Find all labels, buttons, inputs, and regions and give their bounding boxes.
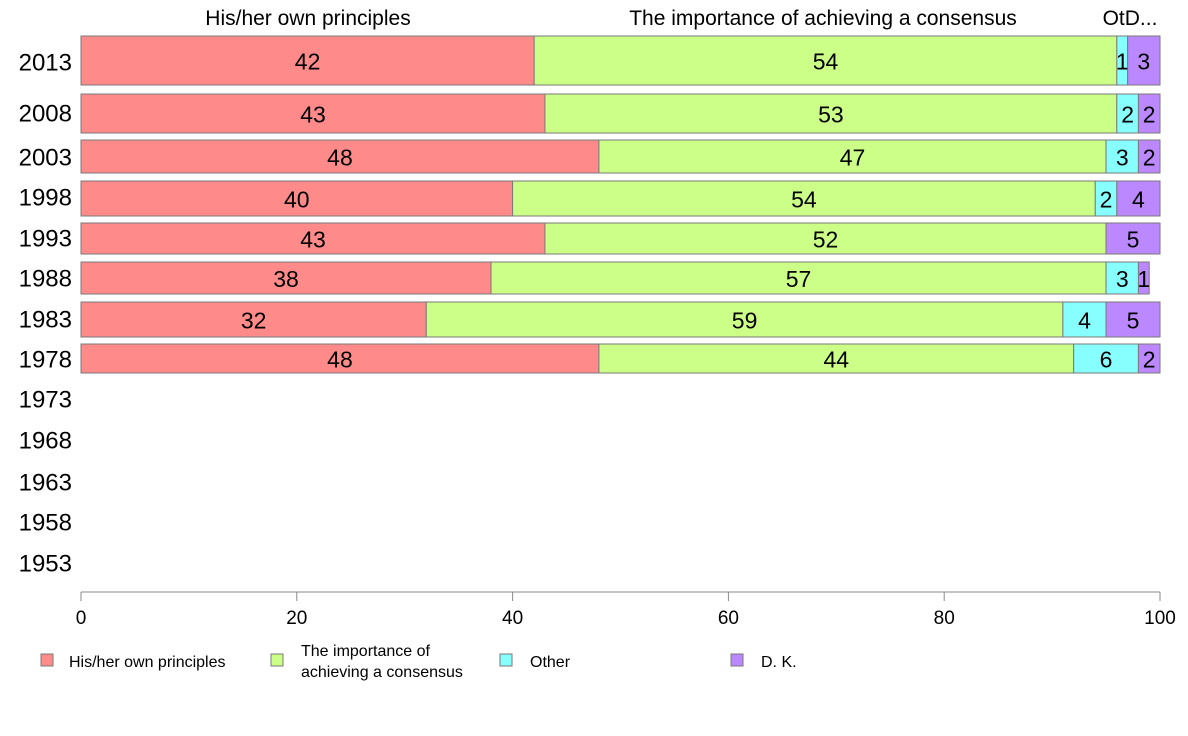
- year-label: 1973: [19, 387, 72, 414]
- bar-segment: [598, 139, 1107, 174]
- bar-value-label: 2: [1143, 145, 1156, 171]
- bar-segment: [490, 261, 1107, 295]
- bar-value-label: 54: [813, 49, 839, 75]
- bar-value-label: 59: [732, 308, 758, 334]
- bar-value-label: 44: [824, 347, 850, 373]
- year-label: 1963: [19, 470, 72, 497]
- year-label: 1998: [19, 185, 72, 212]
- bar-value-label: 48: [327, 347, 353, 373]
- year-label: 2003: [19, 145, 72, 172]
- bar-segment: [544, 222, 1107, 255]
- bar-value-label: 43: [300, 102, 326, 128]
- bar-segment: [544, 93, 1118, 134]
- year-label: 1983: [19, 307, 72, 334]
- year-label: 1993: [19, 226, 72, 253]
- x-tick-label: 0: [76, 608, 87, 629]
- x-tick-label: 40: [502, 608, 523, 629]
- bar-value-label: 2: [1121, 102, 1134, 128]
- legend-swatch: [270, 653, 284, 667]
- bar-value-label: 5: [1127, 227, 1140, 253]
- bar-value-label: 6: [1100, 347, 1113, 373]
- column-titles: His/her own principles The importance of…: [205, 7, 1157, 30]
- year-label: 2013: [19, 50, 72, 77]
- bar-value-label: 53: [818, 102, 844, 128]
- bar-value-label: 38: [273, 266, 299, 292]
- bar-value-label: 54: [791, 187, 817, 213]
- bar-value-label: 1: [1116, 49, 1129, 75]
- bar-segment: [80, 139, 600, 174]
- x-tick-label: 100: [1144, 608, 1176, 629]
- legend-label: Other: [530, 654, 571, 671]
- bar-segment: [1127, 35, 1161, 86]
- bar-value-label: 48: [327, 145, 353, 171]
- x-tick-label: 60: [718, 608, 739, 629]
- bar-value-label: 3: [1137, 49, 1150, 75]
- bar-value-label: 1: [1137, 266, 1150, 292]
- bar-segment: [1073, 343, 1139, 374]
- bar-value-label: 43: [300, 227, 326, 253]
- bar-value-label: 47: [840, 145, 866, 171]
- legend-label: achieving a consensus: [301, 664, 463, 681]
- bar-segment: [1137, 93, 1161, 134]
- year-label: 1958: [19, 510, 72, 537]
- year-labels: 2013 2008 2003 1998 1993 1988 1983 1978 1973 1968…: [19, 50, 72, 578]
- bar-segment: [1137, 261, 1150, 295]
- bar-segment: [1137, 139, 1161, 174]
- column-title-other-dk: OtD...: [1103, 7, 1158, 30]
- bar-segment: [1137, 343, 1161, 374]
- bar-segment: [80, 261, 492, 295]
- x-tick-label: 80: [934, 608, 955, 629]
- x-tick-label: 20: [286, 608, 307, 629]
- bar-value-label: 32: [241, 308, 267, 334]
- bar-segment: [80, 35, 535, 86]
- bar-segment: [512, 180, 1096, 217]
- bar-value-label: 3: [1116, 145, 1129, 171]
- column-title-principles: His/her own principles: [205, 7, 410, 30]
- bar-value-label: 57: [786, 266, 812, 292]
- year-label: 2008: [19, 101, 72, 128]
- bar-value-label: 52: [813, 227, 839, 253]
- bar-segment: [80, 343, 600, 374]
- legend-swatch: [499, 653, 513, 667]
- bar-value-label: 40: [284, 187, 310, 213]
- bar-segment: [1105, 261, 1139, 295]
- bar-value-label: 42: [295, 49, 321, 75]
- year-label: 1978: [19, 347, 72, 374]
- bar-segment: [1105, 301, 1161, 338]
- x-axis: 0 20 40 60 80 100: [76, 591, 1176, 629]
- bar-segment: [80, 301, 427, 338]
- year-label: 1953: [19, 551, 72, 578]
- bar-segment: [598, 343, 1075, 374]
- bar-value-label: 5: [1127, 308, 1140, 334]
- bar-value-label: 3: [1116, 266, 1129, 292]
- bar-value-label: 2: [1143, 102, 1156, 128]
- bar-segment: [1062, 301, 1107, 338]
- bar-segment: [1116, 180, 1161, 217]
- bar-value-label: 2: [1143, 347, 1156, 373]
- legend-swatch: [730, 653, 744, 667]
- bar-value-label: 4: [1078, 308, 1091, 334]
- bar-segment: [425, 301, 1064, 338]
- legend-label: D. K.: [761, 654, 797, 671]
- legend-swatch: [40, 653, 54, 667]
- bar-value-label: 2: [1100, 187, 1113, 213]
- bar-segment: [80, 180, 514, 217]
- column-title-consensus: The importance of achieving a consensus: [629, 7, 1017, 30]
- bar-value-label: 4: [1132, 187, 1145, 213]
- bar-segment: [1105, 139, 1139, 174]
- year-label: 1988: [19, 266, 72, 293]
- legend-label: His/her own principles: [69, 654, 226, 671]
- year-label: 1968: [19, 428, 72, 455]
- legend-label: The importance of: [301, 643, 431, 660]
- bars: 42 54 1 343 53 2 248 47 3 240 54 2 443 52 538 57 3 132 59 4…: [80, 35, 1161, 374]
- bar-segment: [1105, 222, 1161, 255]
- bar-segment: [533, 35, 1118, 86]
- legend: His/her own principles The importance of a…: [40, 643, 797, 681]
